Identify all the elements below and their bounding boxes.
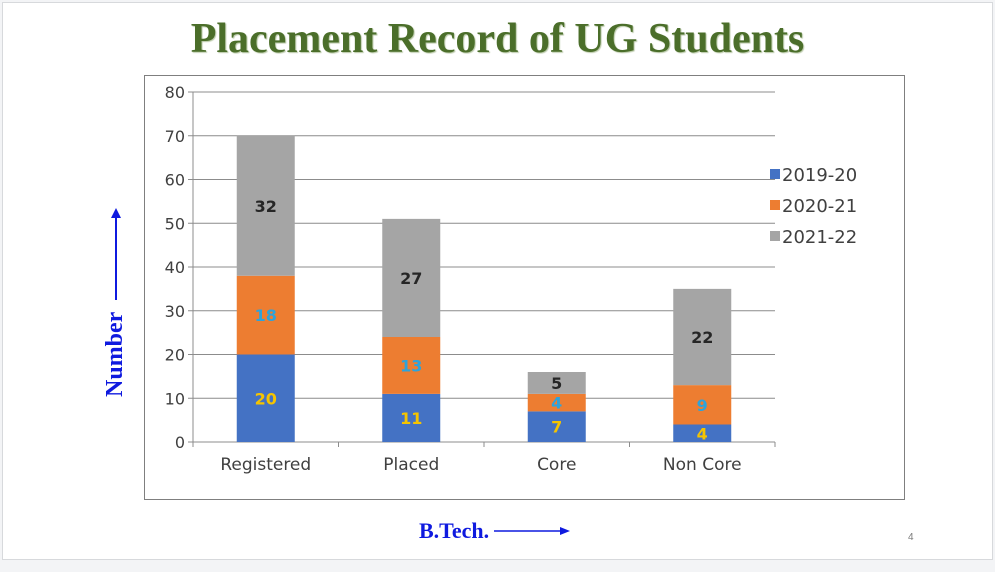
x-axis-label-group: B.Tech. xyxy=(419,518,571,544)
y-tick-label: 80 xyxy=(165,83,185,102)
y-tick-label: 30 xyxy=(165,302,185,321)
x-tick-label: Core xyxy=(537,455,576,475)
bar-2020-21 xyxy=(236,275,295,355)
chart-area: 0 10 20 30 40 50 60 70 80 20 18 32 Registered 11 13 27 P… xyxy=(144,75,905,500)
data-label: 7 xyxy=(551,418,562,437)
bar-2020-21 xyxy=(382,337,441,394)
bar-2021-22 xyxy=(236,135,295,276)
slide-title: Placement Record of UG Students xyxy=(190,16,805,62)
bar-2021-22 xyxy=(673,288,732,386)
bar-2019-20 xyxy=(382,393,441,442)
data-label: 4 xyxy=(551,394,562,413)
slide: Placement Record of UG Students 0 10 20 30 4… xyxy=(2,2,993,560)
y-tick-label: 70 xyxy=(165,127,185,146)
bar-2020-21 xyxy=(527,393,586,412)
y-axis-label-group: Number xyxy=(102,207,129,397)
y-tick-label: 60 xyxy=(165,171,185,190)
data-label: 9 xyxy=(697,396,708,415)
y-tick-label: 50 xyxy=(165,214,185,233)
data-label: 18 xyxy=(255,306,277,325)
x-tick-label: Non Core xyxy=(663,455,742,475)
arrow-up-icon xyxy=(110,207,121,300)
data-label: 4 xyxy=(697,424,708,443)
y-tick-label: 10 xyxy=(165,389,185,408)
data-label: 5 xyxy=(551,374,562,393)
y-tick-label: 40 xyxy=(165,258,185,277)
y-axis-label: Number xyxy=(102,311,128,397)
legend-swatch xyxy=(770,231,780,241)
y-tick-label: 20 xyxy=(165,346,185,365)
page-number: 4 xyxy=(908,532,914,543)
y-tick-label: 0 xyxy=(175,433,185,452)
bar-2020-21 xyxy=(673,385,732,425)
x-tick-label: Placed xyxy=(383,455,439,475)
bar-2021-22 xyxy=(382,218,441,337)
data-label: 13 xyxy=(400,356,422,375)
data-label: 22 xyxy=(691,328,713,347)
stacked-bar-chart: 0 10 20 30 40 50 60 70 80 20 18 32 Registered 11 13 27 P… xyxy=(165,83,858,475)
x-tick-label: Registered xyxy=(220,455,311,475)
data-label: 11 xyxy=(400,409,422,428)
arrow-right-icon xyxy=(494,527,571,535)
data-label: 32 xyxy=(255,197,277,216)
bar-2019-20 xyxy=(236,354,295,442)
legend-swatch xyxy=(770,169,780,179)
legend-label: 2020-21 xyxy=(782,196,857,217)
legend-label: 2021-22 xyxy=(782,227,857,248)
bar-2021-22 xyxy=(527,372,586,394)
bar-2019-20 xyxy=(673,424,732,442)
legend-label: 2019-20 xyxy=(782,165,857,186)
data-label: 27 xyxy=(400,269,422,288)
data-label: 20 xyxy=(255,389,277,408)
legend-swatch xyxy=(770,200,780,210)
x-axis-label: B.Tech. xyxy=(419,518,490,543)
bar-2019-20 xyxy=(527,411,586,442)
